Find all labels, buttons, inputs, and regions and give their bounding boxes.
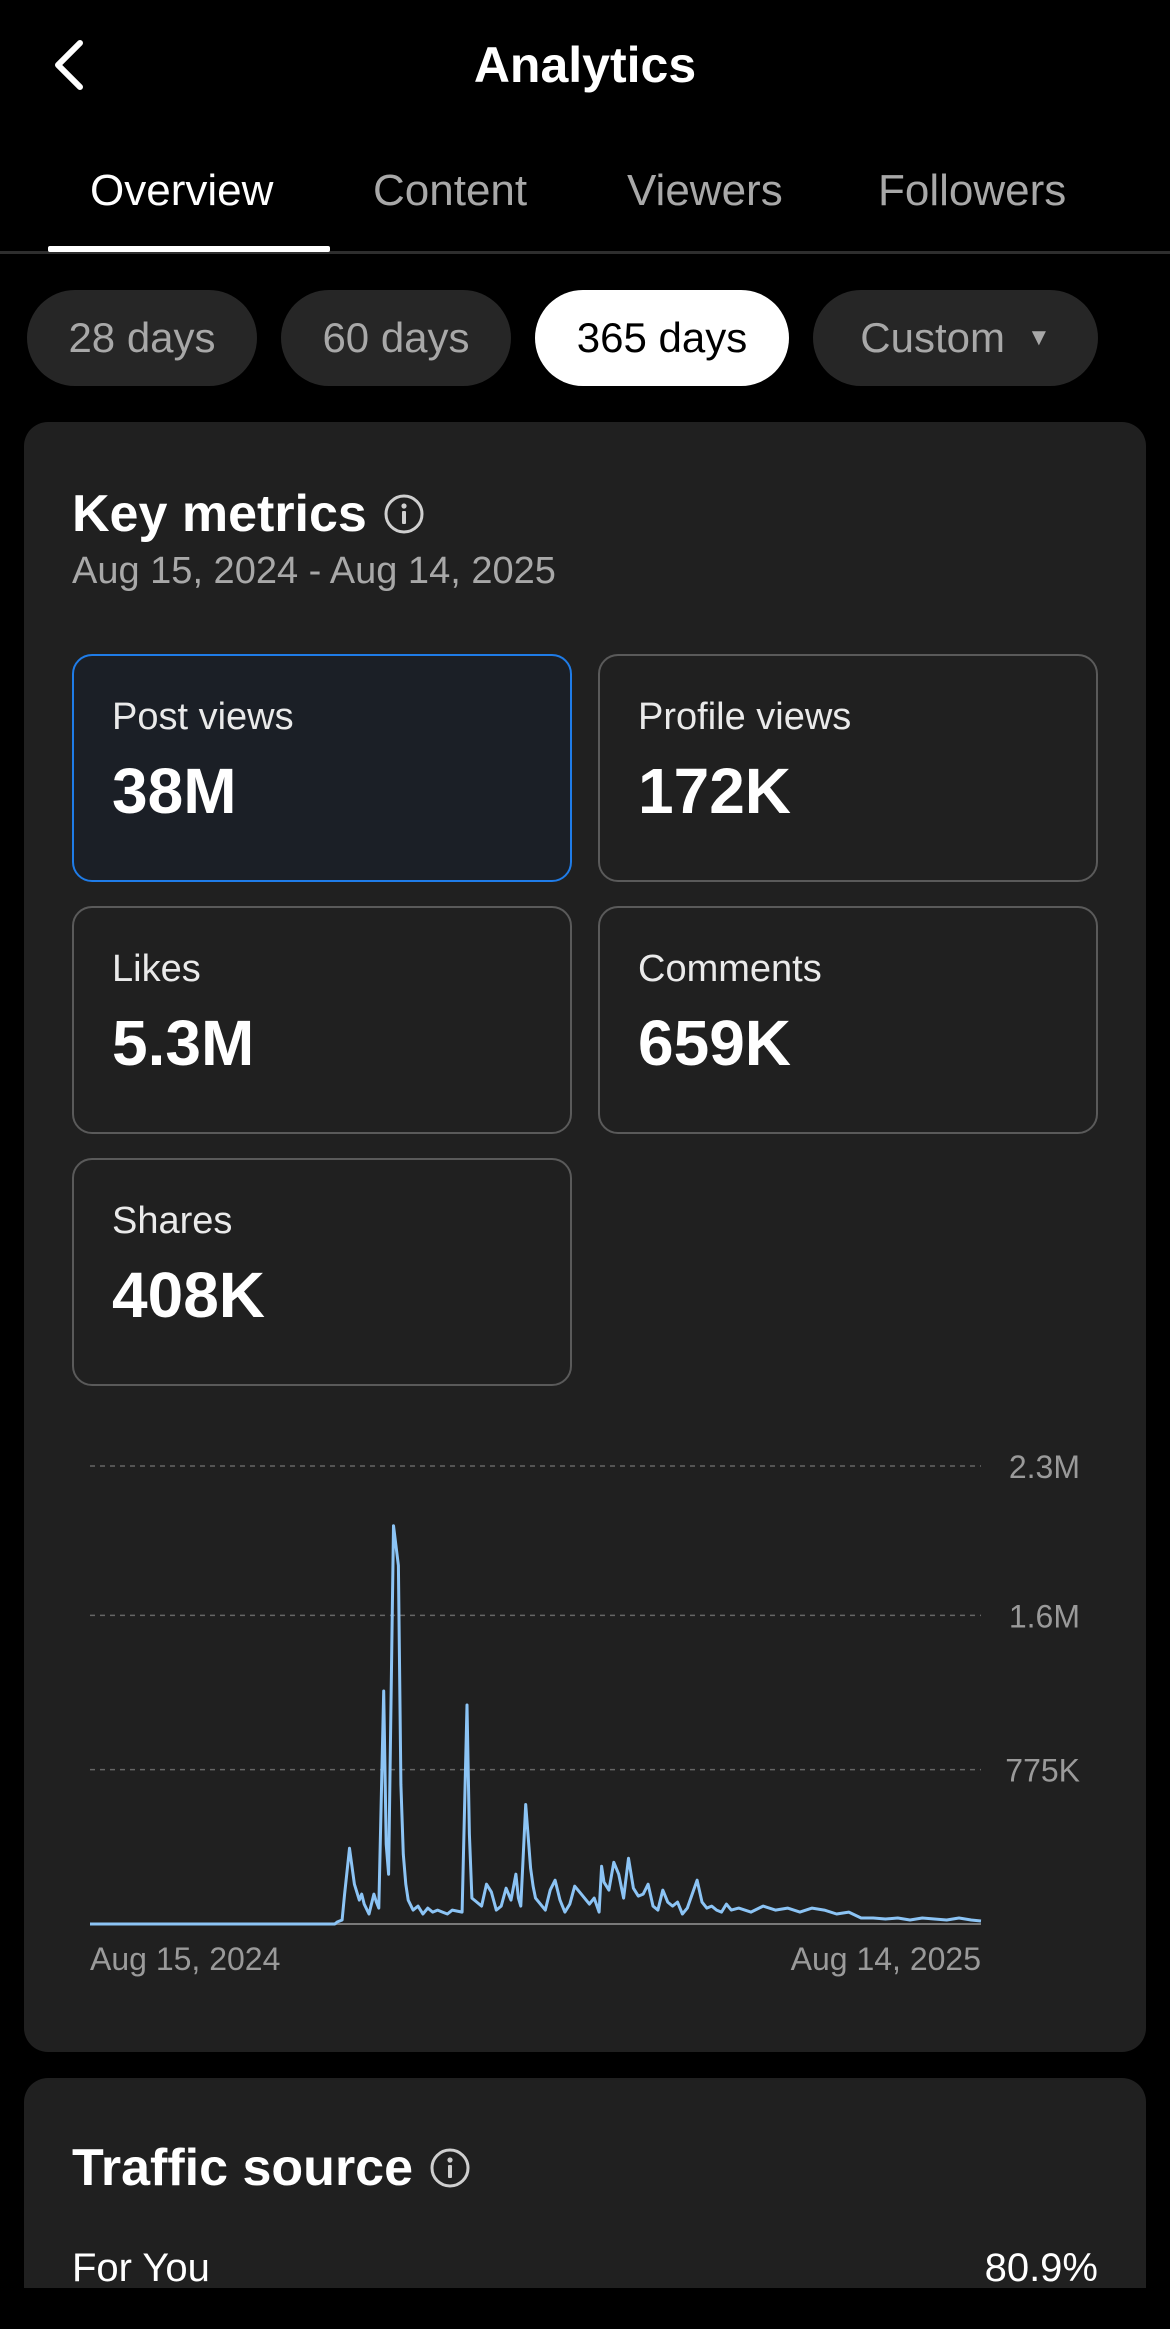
- tab-viewers[interactable]: Viewers: [627, 166, 783, 215]
- x-tick-label-end: Aug 14, 2025: [791, 1941, 981, 1977]
- chevron-left-icon: [55, 40, 83, 90]
- metric-shares[interactable]: Shares 408K: [72, 1158, 572, 1386]
- metric-label: Comments: [638, 948, 822, 990]
- y-tick-label: 1.6M: [1009, 1598, 1080, 1634]
- key-metrics-heading: Key metrics: [72, 484, 425, 544]
- date-range-selector: 28 days 60 days 365 days Custom ▼: [0, 290, 1170, 386]
- traffic-source-label: For You: [72, 2246, 210, 2290]
- traffic-source-value: 80.9%: [984, 2246, 1098, 2290]
- page-title: Analytics: [473, 37, 697, 93]
- info-icon[interactable]: [383, 493, 425, 535]
- tab-bar: Overview Content Viewers Followers: [0, 150, 1170, 254]
- back-button[interactable]: [40, 30, 96, 100]
- active-tab-indicator: [48, 246, 330, 252]
- series-line-post-views: [90, 1524, 982, 1926]
- traffic-source-row: For You 80.9%: [72, 2246, 1098, 2291]
- post-views-chart: 2.3M 1.6M 775K Aug 15, 2024 Aug 14, 2025: [90, 1449, 1080, 1977]
- tab-followers[interactable]: Followers: [878, 166, 1067, 215]
- metric-value: 38M: [112, 755, 237, 827]
- y-tick-label: 2.3M: [1009, 1449, 1080, 1485]
- key-metrics-title: Key metrics: [72, 485, 367, 543]
- traffic-source-card: Traffic source For You 80.9%: [24, 2078, 1146, 2329]
- range-label: Custom: [860, 314, 1005, 361]
- range-label: 365 days: [576, 314, 748, 361]
- traffic-source-heading: Traffic source: [72, 2138, 471, 2198]
- metric-value: 5.3M: [112, 1007, 255, 1079]
- metric-label: Post views: [112, 696, 294, 738]
- screen-bottom-edge: [0, 2288, 1170, 2329]
- metric-value: 659K: [638, 1007, 791, 1079]
- metric-profile-views[interactable]: Profile views 172K: [598, 654, 1098, 882]
- tab-overview[interactable]: Overview: [90, 166, 274, 215]
- range-28-days-button[interactable]: 28 days: [27, 290, 257, 386]
- range-label: 60 days: [322, 314, 470, 361]
- metric-value: 172K: [638, 755, 791, 827]
- tab-content[interactable]: Content: [373, 166, 528, 215]
- traffic-source-title: Traffic source: [72, 2139, 414, 2197]
- date-range-label: Aug 15, 2024 - Aug 14, 2025: [72, 550, 556, 592]
- range-60-days-button[interactable]: 60 days: [281, 290, 511, 386]
- metric-post-views[interactable]: Post views 38M: [72, 654, 572, 882]
- metric-label: Likes: [112, 948, 201, 990]
- range-custom-dropdown[interactable]: Custom ▼: [813, 290, 1098, 386]
- metric-comments[interactable]: Comments 659K: [598, 906, 1098, 1134]
- caret-down-icon: ▼: [1026, 324, 1051, 351]
- metric-likes[interactable]: Likes 5.3M: [72, 906, 572, 1134]
- header: Analytics: [0, 0, 1170, 132]
- metric-label: Shares: [112, 1200, 233, 1242]
- info-icon[interactable]: [429, 2147, 471, 2189]
- metric-value: 408K: [112, 1259, 265, 1331]
- range-365-days-button[interactable]: 365 days: [535, 290, 789, 386]
- x-tick-label-start: Aug 15, 2024: [90, 1941, 280, 1977]
- metric-label: Profile views: [638, 696, 852, 738]
- range-label: 28 days: [68, 314, 216, 361]
- key-metrics-card: Key metrics Aug 15, 2024 - Aug 14, 2025 …: [24, 422, 1146, 2052]
- y-tick-label: 775K: [1005, 1753, 1080, 1789]
